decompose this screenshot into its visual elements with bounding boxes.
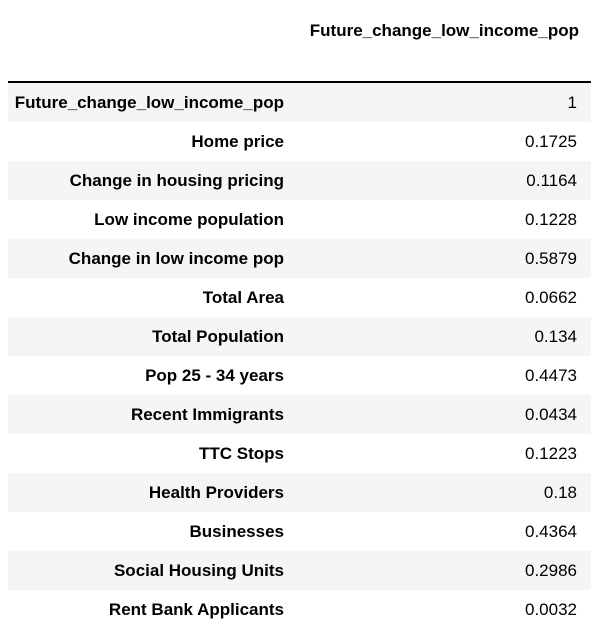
index-header-cell bbox=[8, 0, 298, 83]
row-value: 0.18 bbox=[543, 482, 577, 502]
dataframe-container: Future_change_low_income_pop Future_chan… bbox=[8, 0, 591, 629]
table-row: Total Population 0.134 bbox=[8, 317, 591, 356]
row-value: 0.0662 bbox=[525, 287, 577, 307]
row-label: Change in low income pop bbox=[68, 248, 284, 268]
row-label: Social Housing Units bbox=[113, 560, 284, 580]
table-row: Rent Bank Applicants 0.0032 bbox=[8, 590, 591, 629]
row-label: TTC Stops bbox=[199, 443, 284, 463]
column-header-cell: Future_change_low_income_pop bbox=[298, 0, 591, 83]
table-row: Social Housing Units 0.2986 bbox=[8, 551, 591, 590]
table-row: Change in low income pop 0.5879 bbox=[8, 239, 591, 278]
row-label: Health Providers bbox=[148, 482, 284, 502]
row-value: 0.2986 bbox=[525, 560, 577, 580]
row-value: 0.1725 bbox=[525, 131, 577, 151]
table-body: Future_change_low_income_pop 1 Home pric… bbox=[8, 82, 591, 629]
row-label: Recent Immigrants bbox=[130, 404, 284, 424]
row-value: 0.134 bbox=[534, 326, 577, 346]
row-label: Businesses bbox=[189, 521, 285, 541]
row-value: 1 bbox=[567, 92, 577, 112]
row-value: 0.0434 bbox=[525, 404, 577, 424]
row-label: Future_change_low_income_pop bbox=[14, 92, 284, 112]
column-header-label: Future_change_low_income_pop bbox=[309, 21, 579, 40]
row-label: Low income population bbox=[94, 209, 284, 229]
row-value: 0.1164 bbox=[526, 170, 577, 190]
row-label: Total Population bbox=[152, 326, 284, 346]
row-value: 0.5879 bbox=[525, 248, 577, 268]
table-row: Change in housing pricing 0.1164 bbox=[8, 161, 591, 200]
table-row: Health Providers 0.18 bbox=[8, 473, 591, 512]
row-label: Home price bbox=[191, 131, 284, 151]
table-row: Pop 25 - 34 years 0.4473 bbox=[8, 356, 591, 395]
row-value: 0.1223 bbox=[525, 443, 577, 463]
header-row: Future_change_low_income_pop bbox=[8, 0, 591, 83]
correlation-table: Future_change_low_income_pop Future_chan… bbox=[8, 0, 591, 629]
row-label: Pop 25 - 34 years bbox=[145, 365, 284, 385]
row-value: 0.1228 bbox=[525, 209, 577, 229]
table-row: TTC Stops 0.1223 bbox=[8, 434, 591, 473]
table-row: Home price 0.1725 bbox=[8, 122, 591, 161]
table-row: Businesses 0.4364 bbox=[8, 512, 591, 551]
row-label: Change in housing pricing bbox=[69, 170, 284, 190]
table-row: Recent Immigrants 0.0434 bbox=[8, 395, 591, 434]
table-row: Low income population 0.1228 bbox=[8, 200, 591, 239]
row-value: 0.4473 bbox=[525, 365, 577, 385]
table-header: Future_change_low_income_pop bbox=[8, 0, 591, 83]
row-label: Rent Bank Applicants bbox=[108, 599, 284, 619]
table-row: Total Area 0.0662 bbox=[8, 278, 591, 317]
table-row: Future_change_low_income_pop 1 bbox=[8, 82, 591, 122]
row-value: 0.0032 bbox=[525, 599, 577, 619]
row-value: 0.4364 bbox=[525, 521, 577, 541]
row-label: Total Area bbox=[202, 287, 284, 307]
